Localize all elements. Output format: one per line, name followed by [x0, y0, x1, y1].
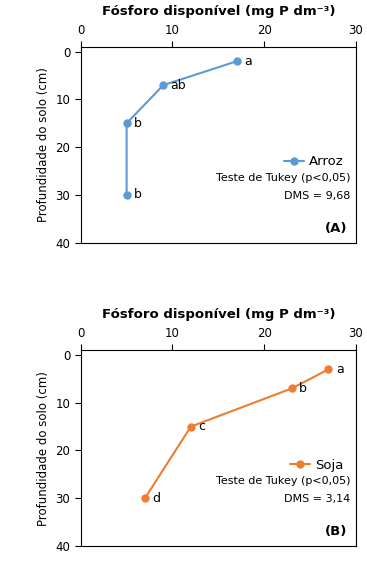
Soja — [290, 385, 294, 392]
Text: DMS = 9,68: DMS = 9,68 — [284, 191, 350, 201]
Soja — [143, 495, 147, 502]
Arroz — [124, 191, 129, 198]
Text: b: b — [134, 188, 142, 201]
Arroz — [124, 120, 129, 127]
Soja — [189, 423, 193, 430]
Text: a: a — [244, 55, 252, 68]
Y-axis label: Profundidade do solo (cm): Profundidade do solo (cm) — [37, 370, 50, 525]
Soja — [326, 366, 331, 373]
Text: Teste de Tukey (p<0,05): Teste de Tukey (p<0,05) — [216, 173, 350, 183]
Line: Arroz: Arroz — [123, 58, 240, 198]
Text: a: a — [336, 363, 344, 376]
X-axis label: Fósforo disponível (mg P dm⁻³): Fósforo disponível (mg P dm⁻³) — [102, 5, 335, 18]
Text: (B): (B) — [326, 525, 348, 538]
Text: Teste de Tukey (p<0,05): Teste de Tukey (p<0,05) — [216, 476, 350, 487]
Y-axis label: Profundidade do solo (cm): Profundidade do solo (cm) — [37, 68, 50, 222]
Text: DMS = 3,14: DMS = 3,14 — [284, 494, 350, 504]
Text: ab: ab — [171, 79, 186, 92]
Legend: Soja: Soja — [290, 458, 344, 471]
Text: d: d — [152, 492, 160, 505]
Text: b: b — [299, 382, 307, 395]
Text: b: b — [134, 117, 142, 130]
Text: (A): (A) — [325, 222, 348, 235]
Text: c: c — [198, 420, 205, 433]
Legend: Arroz: Arroz — [284, 156, 344, 168]
X-axis label: Fósforo disponível (mg P dm⁻³): Fósforo disponível (mg P dm⁻³) — [102, 309, 335, 322]
Arroz — [235, 58, 239, 65]
Line: Soja: Soja — [142, 366, 332, 502]
Arroz — [161, 82, 166, 89]
